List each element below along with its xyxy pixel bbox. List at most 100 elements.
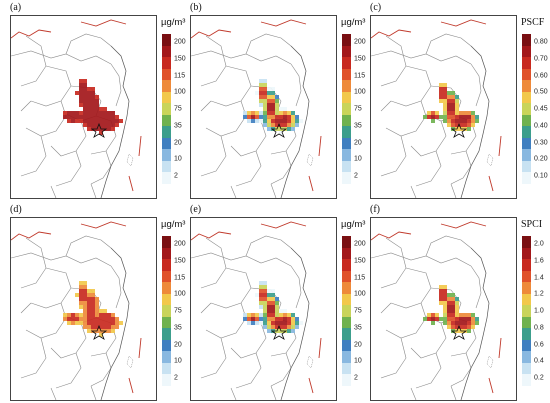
colorbar: [162, 34, 171, 184]
map-panel-e: (e) µg/m³ 200 150 115 100 75 35 20 10 2: [186, 204, 366, 401]
colorbar-tick-label: 100: [174, 290, 186, 298]
colorbar-band: [342, 236, 351, 248]
colorbar-tick-label: 10: [174, 155, 182, 163]
colorbar-band: [342, 270, 351, 283]
colorbar-tick-label: 35: [354, 122, 362, 130]
colorbar-band: [522, 351, 531, 363]
colorbar-tick-label: 75: [354, 307, 362, 315]
colorbar-band: [162, 114, 171, 127]
colorbar-tick-label: 100: [174, 88, 186, 96]
colorbar-band: [162, 339, 171, 352]
colorbar-band: [162, 282, 171, 294]
colorbar-tick-label: 115: [174, 274, 186, 281]
colorbar-tick-label: 2: [174, 374, 178, 382]
colorbar-band: [342, 137, 351, 150]
colorbar-tick-label: 35: [174, 122, 182, 130]
colorbar-band: [342, 103, 351, 115]
map-panel-c: (c) PSCF 0.80 0.70 0.60 0.50 0.45 0.40 0.30 0.20 0…: [366, 2, 548, 199]
colorbar-tick-label: 10: [354, 155, 362, 163]
colorbar-band: [522, 149, 531, 161]
colorbar-band: [162, 160, 171, 173]
colorbar-band: [342, 362, 351, 375]
colorbar-tick-label: 75: [354, 105, 362, 113]
colorbar-tick-label: 115: [174, 72, 186, 79]
colorbar-band: [342, 247, 351, 260]
colorbar-band: [162, 149, 171, 161]
colorbar-tick-label: 2: [174, 172, 178, 180]
colorbar-tick-label: 1.6: [534, 257, 544, 265]
colorbar-band: [162, 68, 171, 81]
colorbar: [342, 34, 351, 184]
colorbar-band: [162, 34, 171, 46]
colorbar-tick-label: 0.10: [534, 172, 548, 180]
colorbar-tick-label: 20: [174, 139, 182, 146]
colorbar-band: [342, 114, 351, 127]
colorbar-band: [162, 137, 171, 150]
map-frame: [190, 15, 337, 199]
colorbar-ticks: 200 150 115 100 75 35 20 10 2: [354, 34, 376, 184]
colorbar-ticks: 0.80 0.70 0.60 0.50 0.45 0.40 0.30 0.20 0.10: [534, 34, 550, 184]
panel-label: (b): [190, 2, 202, 13]
colorbar-band: [162, 126, 171, 138]
colorbar-band: [522, 34, 531, 46]
colorbar-band: [162, 328, 171, 340]
colorbar-band: [342, 160, 351, 173]
panel-label: (e): [190, 204, 202, 215]
colorbar-band: [162, 45, 171, 58]
colorbar-band: [522, 328, 531, 340]
colorbar-tick-label: 200: [174, 240, 186, 248]
colorbar-band: [162, 103, 171, 115]
map-frame: [10, 217, 157, 401]
colorbar-tick-label: 200: [354, 38, 366, 46]
colorbar-tick-label: 0.60: [534, 72, 548, 79]
colorbar-tick-label: 20: [354, 341, 362, 348]
map-frame: [190, 217, 337, 401]
colorbar-tick-label: 0.80: [534, 38, 548, 46]
colorbar: [162, 236, 171, 386]
colorbar: [522, 236, 531, 386]
colorbar-band: [162, 172, 171, 184]
colorbar-tick-label: 20: [354, 139, 362, 146]
colorbar-tick-label: 20: [174, 341, 182, 348]
colorbar-band: [522, 270, 531, 283]
colorbar-band: [522, 259, 531, 271]
colorbar-band: [342, 57, 351, 69]
colorbar-band: [162, 362, 171, 375]
colorbar-tick-label: 0.30: [534, 139, 548, 146]
colorbar-band: [522, 172, 531, 184]
colorbar-band: [342, 339, 351, 352]
colorbar-tick-label: 0.6: [534, 341, 544, 348]
colorbar-tick-label: 10: [354, 357, 362, 365]
colorbar-tick-label: 100: [354, 88, 366, 96]
colorbar-tick-label: 1.0: [534, 307, 544, 315]
colorbar-tick-label: 2: [354, 172, 358, 180]
colorbar-band: [162, 293, 171, 306]
colorbar-band: [522, 316, 531, 329]
map-frame: [370, 15, 517, 199]
colorbar-tick-label: 2: [354, 374, 358, 382]
colorbar-unit-label: SPCI: [521, 219, 543, 230]
panel-label: (d): [10, 204, 22, 215]
colorbar-band: [162, 57, 171, 69]
colorbar-tick-label: 0.45: [534, 105, 548, 113]
colorbar-tick-label: 200: [354, 240, 366, 248]
colorbar-ticks: 200 150 115 100 75 35 20 10 2: [174, 236, 196, 386]
colorbar-band: [522, 339, 531, 352]
colorbar-tick-label: 10: [174, 357, 182, 365]
colorbar-band: [522, 282, 531, 294]
colorbar-band: [342, 68, 351, 81]
colorbar-band: [522, 305, 531, 317]
colorbar-band: [342, 305, 351, 317]
map-frame: [370, 217, 517, 401]
colorbar-band: [522, 137, 531, 150]
colorbar-tick-label: 35: [174, 324, 182, 332]
colorbar-band: [522, 126, 531, 138]
colorbar-band: [162, 351, 171, 363]
colorbar-unit-label: PSCF: [521, 17, 545, 28]
colorbar-tick-label: 0.40: [534, 122, 548, 130]
colorbar-ticks: 2.0 1.6 1.4 1.2 1.0 0.8 0.6 0.4 0.2: [534, 236, 550, 386]
colorbar-band: [342, 80, 351, 92]
colorbar-band: [162, 305, 171, 317]
colorbar-band: [162, 316, 171, 329]
colorbar-band: [342, 316, 351, 329]
